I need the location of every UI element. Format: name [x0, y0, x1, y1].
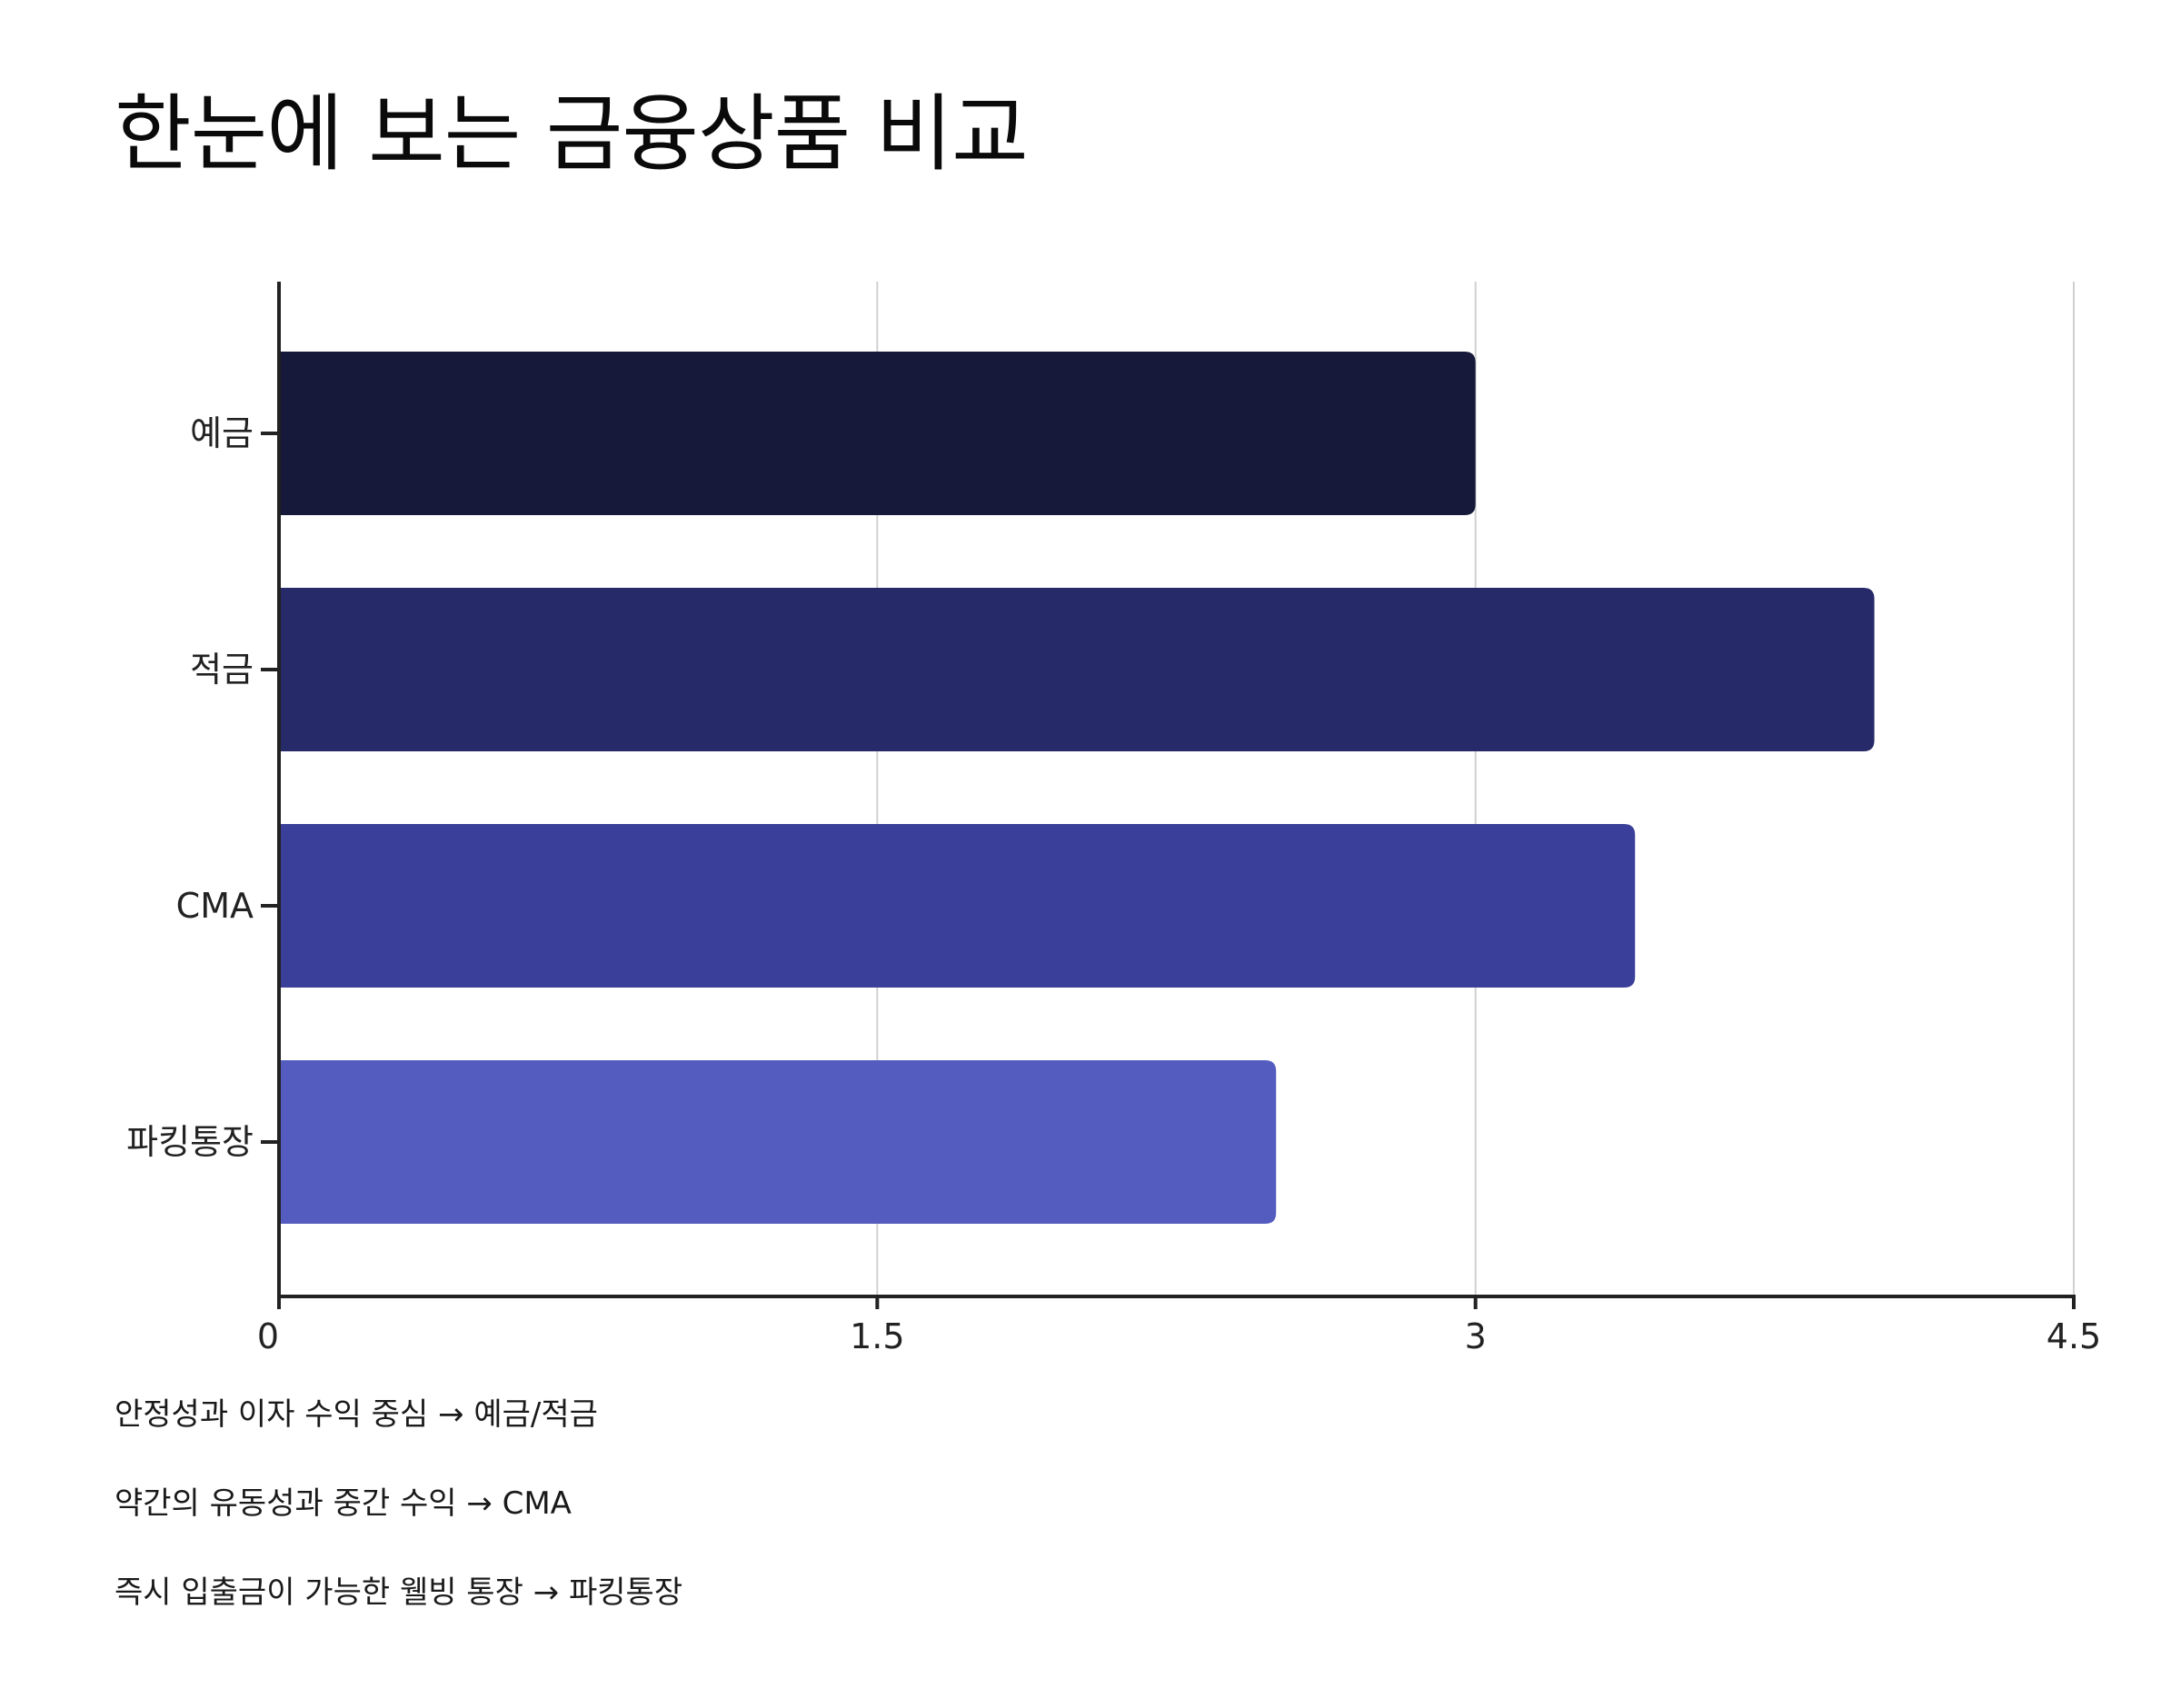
- bars: [279, 352, 1875, 1224]
- y-tick-label: CMA: [176, 886, 254, 926]
- x-tick-label: 4.5: [2047, 1316, 2101, 1356]
- axes: [261, 282, 2076, 1309]
- bar: [279, 352, 1476, 515]
- y-tick-label: 파킹통장: [126, 1122, 254, 1162]
- note-item: 안정성과 이자 수익 중심 → 예금/적금: [115, 1396, 598, 1433]
- note-item: 약간의 유동성과 중간 수익 → CMA: [115, 1485, 572, 1522]
- bar: [279, 824, 1636, 988]
- y-tick-label: 예금: [190, 413, 254, 453]
- notes-list: 안정성과 이자 수익 중심 → 예금/적금 약간의 유동성과 중간 수익 → C…: [115, 1396, 2023, 1663]
- x-tick-label: 1.5: [850, 1316, 904, 1356]
- x-tick-label: 3: [1465, 1316, 1487, 1356]
- note-item: 즉시 입출금이 가능한 웰빙 통장 → 파킹통장: [115, 1574, 683, 1611]
- y-tick-label: 적금: [190, 650, 254, 690]
- bar: [279, 588, 1875, 751]
- bar: [279, 1060, 1277, 1224]
- chart-title: 한눈에 보는 금융상품 비교: [115, 85, 1029, 183]
- x-tick-label: 0: [257, 1316, 279, 1356]
